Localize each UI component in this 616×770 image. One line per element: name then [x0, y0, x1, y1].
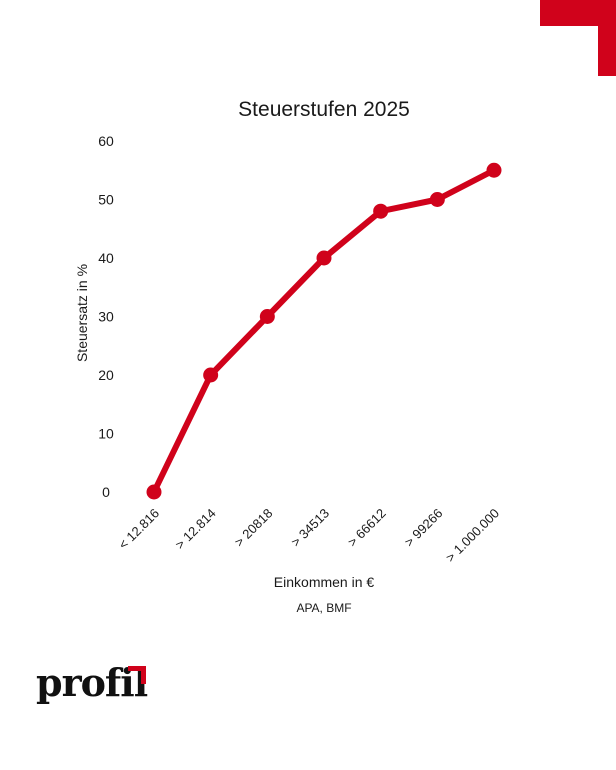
x-axis-ticks: < 12.816 > 12.814 > 20818 > 34513 > 66612 > 9… — [115, 506, 502, 565]
x-tick-label: > 99266 — [401, 506, 445, 550]
y-tick-label: 60 — [98, 133, 114, 149]
chart-source: APA, BMF — [296, 601, 351, 615]
profil-logo: profil — [36, 664, 156, 724]
y-tick-label: 30 — [98, 309, 114, 325]
x-tick-label: > 1.000.000 — [443, 506, 502, 565]
line-chart: Steuerstufen 2025 Steuersatz in % Einkom… — [74, 98, 502, 615]
data-point — [146, 484, 162, 500]
x-tick-label: < 12.816 — [115, 506, 162, 553]
data-point — [203, 367, 219, 383]
chart-title: Steuerstufen 2025 — [238, 98, 410, 121]
x-axis-label: Einkommen in € — [274, 574, 375, 590]
logo-corner-icon — [128, 666, 146, 684]
x-tick-label: > 66612 — [345, 506, 389, 550]
y-tick-label: 20 — [98, 367, 114, 383]
series-line — [151, 167, 497, 495]
y-tick-label: 40 — [98, 250, 114, 266]
data-point — [486, 162, 502, 178]
y-axis-ticks: 0 10 20 30 40 50 60 — [98, 133, 114, 500]
y-tick-label: 50 — [98, 192, 114, 208]
y-axis-label: Steuersatz in % — [74, 264, 90, 362]
corner-accent-mark — [540, 0, 616, 76]
x-tick-label: > 12.814 — [172, 506, 219, 553]
y-tick-label: 10 — [98, 426, 114, 442]
data-point — [316, 250, 332, 266]
x-tick-label: > 34513 — [288, 506, 332, 550]
series-steuersatz — [146, 162, 502, 500]
x-tick-label: > 20818 — [231, 506, 275, 550]
data-point — [373, 203, 389, 219]
y-tick-label: 0 — [102, 484, 110, 500]
data-point — [259, 309, 275, 324]
data-point — [429, 192, 445, 207]
